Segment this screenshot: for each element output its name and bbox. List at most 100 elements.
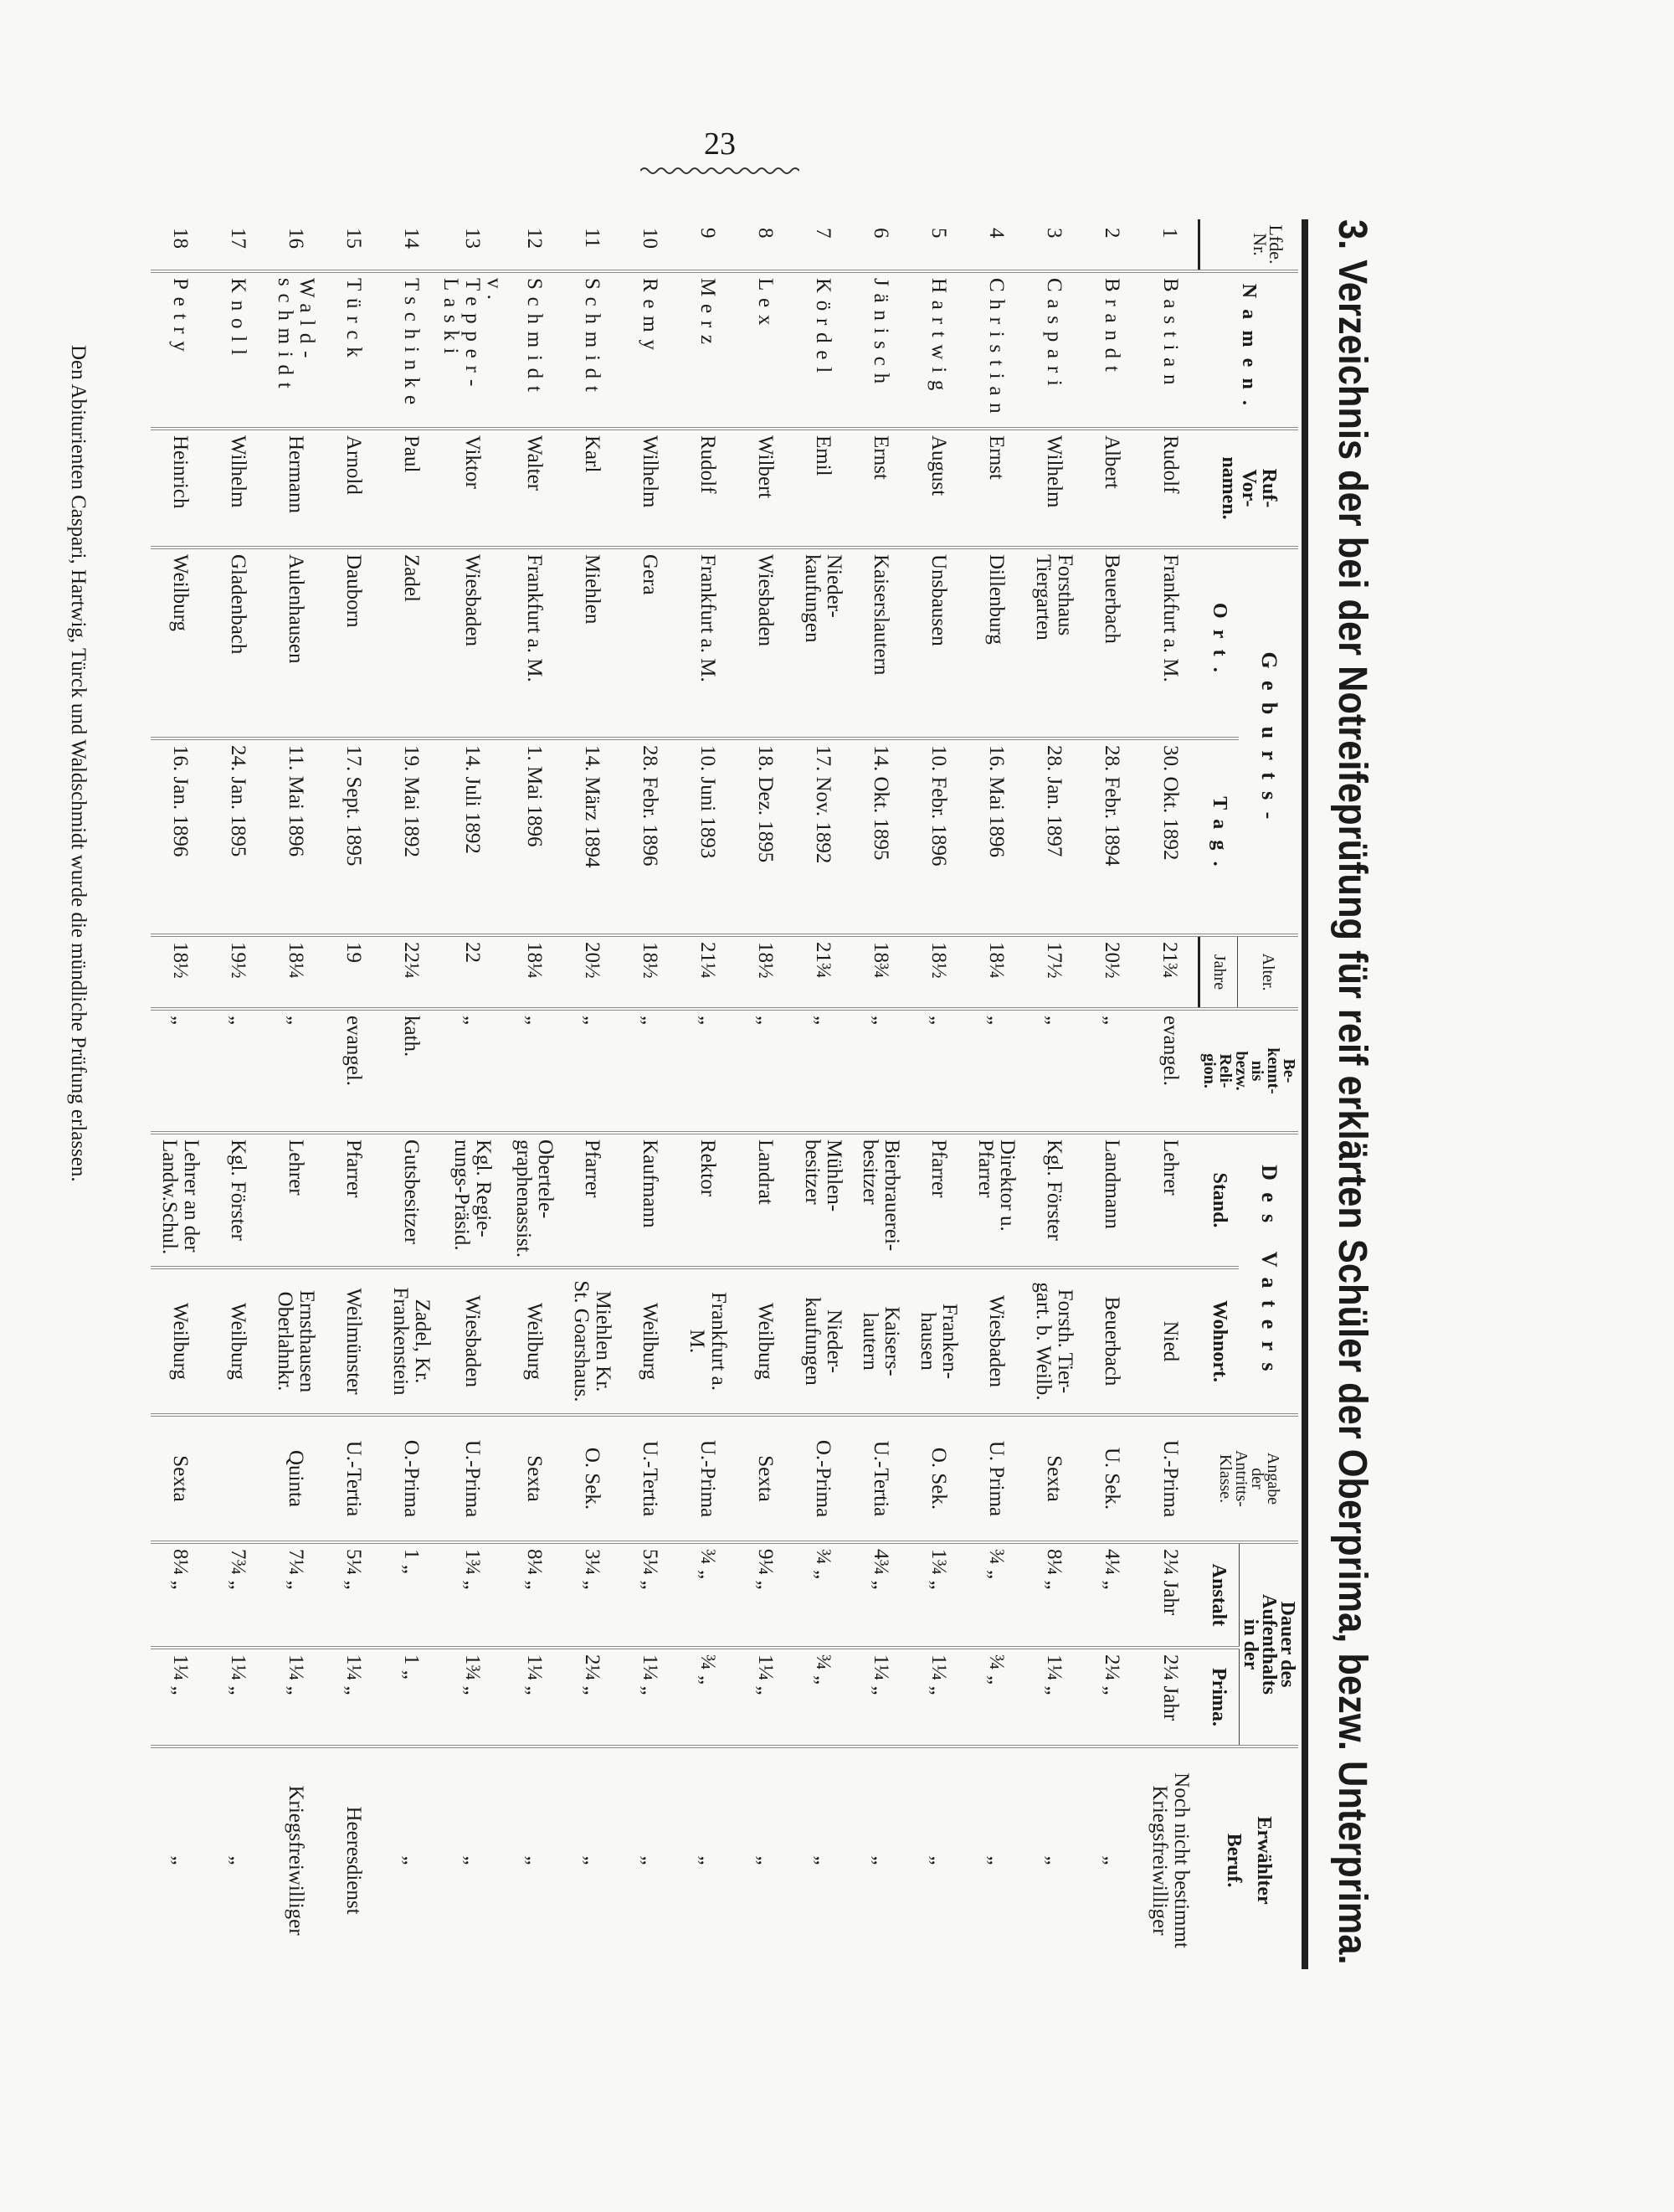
- header-name: Namen.: [1199, 271, 1298, 429]
- cell-religion: „: [1024, 1009, 1083, 1133]
- cell-ort: Frankfurt a. M.: [678, 548, 737, 738]
- cell-alter: 22¼: [382, 935, 440, 1009]
- cell-klasse: U. Sek.: [1082, 1415, 1141, 1542]
- cell-vorname: Albert: [1082, 429, 1141, 548]
- cell-beruf: „: [967, 1746, 1025, 1973]
- cell-stand: Kaufmann: [620, 1133, 679, 1268]
- cell-beruf: „: [382, 1746, 440, 1973]
- cell-klasse: O. Sek.: [909, 1415, 968, 1542]
- cell-beruf: „: [208, 1746, 267, 1973]
- cell-anstalt: 8¼ „: [505, 1542, 563, 1648]
- table-row: 18 Petry Heinrich Weilburg 16. Jan. 1896 18½ „…: [151, 219, 209, 1973]
- cell-prima: 1¼ „: [324, 1648, 383, 1747]
- cell-beruf: „: [505, 1746, 563, 1973]
- header-nr: Lfde. Nr.: [1249, 224, 1286, 265]
- cell-stand: Kgl. Förster: [1024, 1133, 1083, 1268]
- cell-anstalt: 5¼ „: [324, 1542, 383, 1648]
- cell-stand: Kgl. Regie- rungs-Präsid.: [439, 1133, 506, 1268]
- cell-religion: „: [208, 1009, 267, 1133]
- cell-vorname: Rudolf: [678, 429, 737, 548]
- cell-vorname: Ernst: [967, 429, 1025, 548]
- cell-klasse: Sexta: [151, 1415, 209, 1542]
- cell-religion: evangel.: [324, 1009, 383, 1133]
- cell-tag: 19. Mai 1892: [382, 738, 440, 935]
- footnote: Den Abiturienten Caspari, Hartwig, Türck…: [67, 345, 90, 1182]
- cell-prima: ¾ „: [967, 1648, 1025, 1747]
- table-row: 8 Lex Wilbert Wiesbaden 18. Dez. 1895 18½ „ Lan…: [736, 219, 794, 1973]
- cell-religion: „: [851, 1009, 910, 1133]
- cell-klasse: O.-Prima: [382, 1415, 440, 1542]
- cell-klasse: U.-Prima: [439, 1415, 506, 1542]
- cell-stand: Lehrer an der Landw.Schul.: [151, 1133, 209, 1268]
- cell-tag: 10. Febr. 1896: [909, 738, 968, 935]
- cell-name: Merz: [678, 271, 737, 429]
- cell-tag: 16. Jan. 1896: [151, 738, 209, 935]
- cell-alter: 21¼: [678, 935, 737, 1009]
- table-row: 13 v. Tepper- Laski Viktor Wiesbaden 14. Jul…: [439, 219, 506, 1973]
- cell-tag: 24. Jan. 1895: [208, 738, 267, 935]
- cell-vorname: Arnold: [324, 429, 383, 548]
- cell-alter: 18½: [909, 935, 968, 1009]
- cell-anstalt: 1 „: [382, 1542, 440, 1648]
- cell-anstalt: 9¼ „: [736, 1542, 794, 1648]
- cell-religion: „: [909, 1009, 968, 1133]
- cell-religion: „: [620, 1009, 679, 1133]
- cell-beruf: „: [678, 1746, 737, 1973]
- table-row: 10 Remy Wilhelm Gera 28. Febr. 1896 18½ „ Kaufm…: [620, 219, 679, 1973]
- cell-alter: 18½: [620, 935, 679, 1009]
- cell-name: Kördel: [793, 271, 852, 429]
- cell-klasse: Sexta: [505, 1415, 563, 1542]
- cell-anstalt: 3¼ „: [562, 1542, 621, 1648]
- cell-anstalt: 7¾ „: [208, 1542, 267, 1648]
- cell-anstalt: 8¼ „: [1024, 1542, 1083, 1648]
- cell-nr: 9: [696, 228, 719, 239]
- cell-stand: Pfarrer: [324, 1133, 383, 1268]
- cell-ort: Wiesbaden: [439, 548, 506, 738]
- cell-beruf: „: [620, 1746, 679, 1973]
- cell-klasse: [208, 1415, 267, 1542]
- cell-ort: Unsbausen: [909, 548, 968, 738]
- cell-prima: 1¼ „: [208, 1648, 267, 1747]
- cell-wohnort: Weilburg: [208, 1268, 267, 1415]
- cell-nr: 7: [812, 228, 834, 239]
- cell-stand: Direktor u. Pfarrer: [967, 1133, 1025, 1268]
- cell-wohnort: Zadel, Kr. Frankenstein: [382, 1268, 440, 1415]
- header-klasse: Angabe der Antritts- Klasse.: [1199, 1415, 1298, 1542]
- cell-name: Knoll: [208, 271, 267, 429]
- cell-tag: 18. Dez. 1895: [736, 738, 794, 935]
- cell-wohnort: Franken- hausen: [909, 1268, 968, 1415]
- table-row: 14 Tschinke Paul Zadel 19. Mai 1892 22¼ kath. G…: [382, 219, 440, 1973]
- cell-wohnort: Beuerbach: [1082, 1268, 1141, 1415]
- cell-klasse: U. Prima: [967, 1415, 1025, 1542]
- cell-wohnort: Kaisers- lautern: [851, 1268, 910, 1415]
- cell-religion: „: [1082, 1009, 1141, 1133]
- cell-tag: 17. Sept. 1895: [324, 738, 383, 935]
- cell-klasse: Quinta: [266, 1415, 325, 1542]
- cell-stand: Obertele- graphenassist.: [505, 1133, 563, 1268]
- page-number: 23: [704, 126, 736, 162]
- cell-alter: 18¼: [967, 935, 1025, 1009]
- cell-klasse: O. Sek.: [562, 1415, 621, 1542]
- cell-nr: 17: [227, 228, 249, 249]
- cell-nr: 13: [461, 228, 485, 249]
- cell-nr: 6: [870, 228, 892, 239]
- cell-prima: 2¼ „: [1082, 1648, 1141, 1747]
- cell-nr: 14: [400, 228, 423, 249]
- cell-beruf: „: [1082, 1746, 1141, 1973]
- cell-vorname: Heinrich: [151, 429, 209, 548]
- cell-anstalt: ¾ „: [678, 1542, 737, 1648]
- cell-religion: „: [151, 1009, 209, 1133]
- cell-klasse: U.-Prima: [1140, 1415, 1199, 1542]
- cell-beruf: „: [1024, 1746, 1083, 1973]
- cell-stand: Pfarrer: [909, 1133, 968, 1268]
- cell-beruf: „: [851, 1746, 910, 1973]
- cell-stand: Rektor: [678, 1133, 737, 1268]
- cell-ort: Nieder- kaufungen: [793, 548, 852, 738]
- cell-vorname: August: [909, 429, 968, 548]
- cell-prima: 1¼ „: [151, 1648, 209, 1747]
- cell-anstalt: 1¾ „: [909, 1542, 968, 1648]
- cell-name: Schmidt: [505, 271, 563, 429]
- cell-alter: 17½: [1024, 935, 1083, 1009]
- cell-beruf: Kriegsfreiwilliger: [266, 1746, 325, 1973]
- cell-prima: 1¼ „: [736, 1648, 794, 1747]
